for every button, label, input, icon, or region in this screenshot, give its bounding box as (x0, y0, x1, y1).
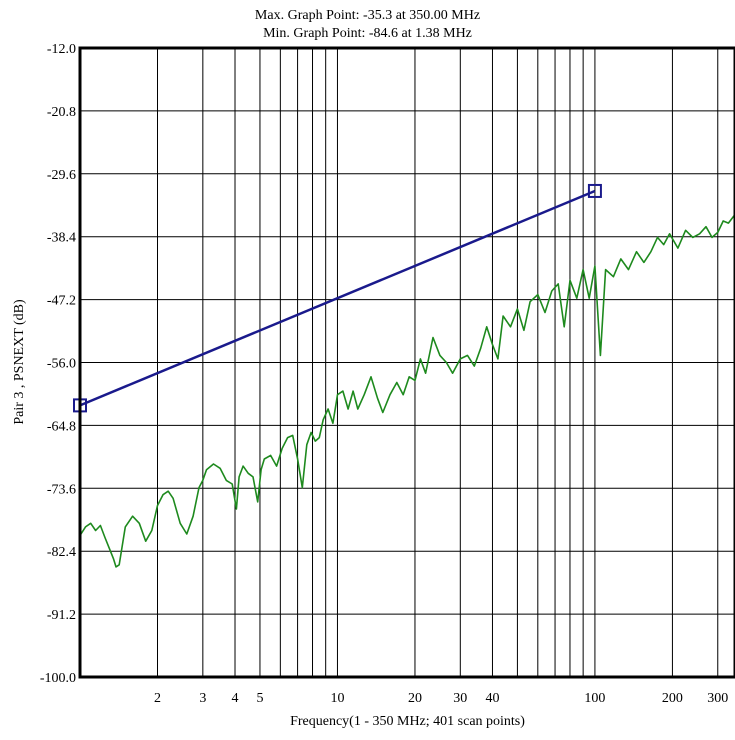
plot-frame (78, 46, 735, 679)
y-tick-label: -20.8 (47, 105, 76, 120)
y-tick-label: -91.2 (47, 608, 76, 623)
x-tick-label: 100 (584, 691, 605, 706)
x-tick-label: 10 (330, 691, 344, 706)
y-tick-label: -64.8 (47, 419, 76, 434)
x-tick-label: 2 (154, 691, 161, 706)
x-tick-labels: 2 3 4 5 10 20 30 40 100 200 300 (154, 691, 728, 706)
grid-lines (80, 47, 735, 678)
y-tick-label: -82.4 (47, 545, 76, 560)
series-line-1 (79, 214, 735, 568)
x-tick-label: 3 (199, 691, 206, 706)
series-line-0 (79, 189, 596, 407)
y-tick-label: -56.0 (47, 357, 76, 372)
chart-title-line-2: Min. Graph Point: -84.6 at 1.38 MHz (263, 26, 472, 41)
x-tick-label: 40 (485, 691, 499, 706)
y-tick-label: -100.0 (40, 671, 76, 686)
y-tick-label: -12.0 (47, 42, 76, 57)
x-tick-label: 5 (256, 691, 263, 706)
x-tick-label: 200 (662, 691, 683, 706)
chart-title-line-1: Max. Graph Point: -35.3 at 350.00 MHz (254, 8, 481, 23)
series-marker (587, 183, 602, 198)
series-layer (73, 183, 735, 568)
x-tick-label: 30 (453, 691, 467, 706)
y-tick-label: -73.6 (47, 482, 76, 497)
y-tick-labels: -12.0 -20.8 -29.6 -38.4 -47.2 -56.0 -64.8 -73.6… (40, 42, 76, 686)
y-tick-label: -38.4 (47, 231, 76, 246)
x-axis-label: Frequency(1 - 350 MHz; 401 scan points) (290, 714, 525, 729)
y-axis-label: Pair 3 , PSNEXT (dB) (12, 299, 27, 425)
y-tick-label: -29.6 (47, 168, 76, 183)
x-tick-label: 20 (408, 691, 422, 706)
x-tick-label: 300 (707, 691, 728, 706)
y-tick-label: -47.2 (47, 294, 76, 309)
x-tick-label: 4 (232, 691, 239, 706)
